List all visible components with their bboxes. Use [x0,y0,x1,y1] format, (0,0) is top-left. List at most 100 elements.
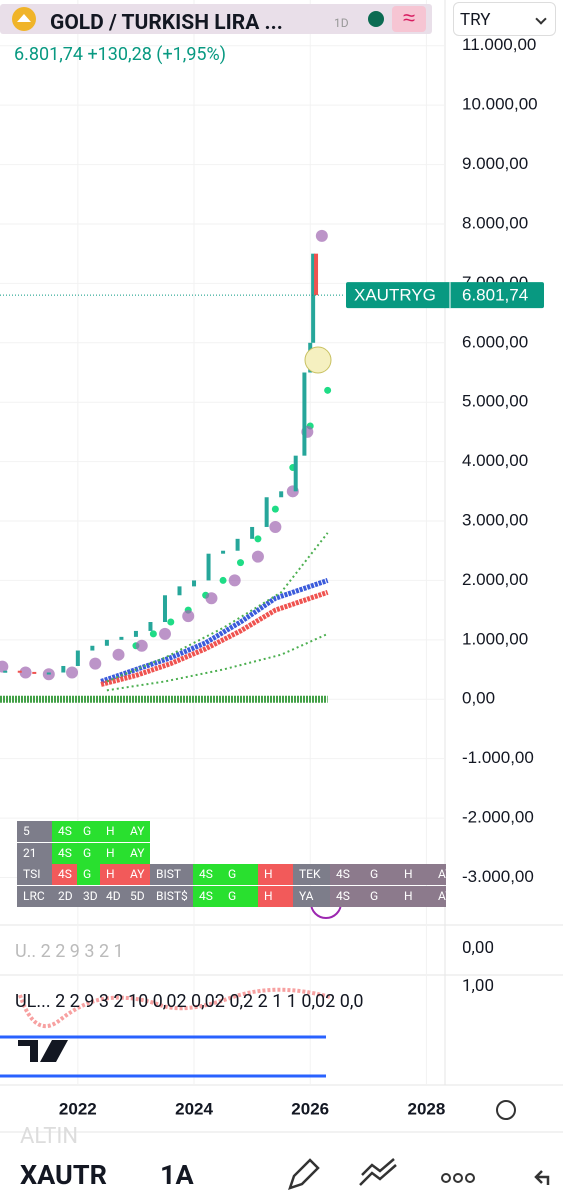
candle [46,672,51,675]
indicator-circle [269,520,282,533]
y-tick-label: 4.000,00 [462,451,528,470]
table-cell: TEK [293,864,330,885]
y-tick-label: 3.000,00 [462,511,528,530]
indicator-line [106,632,329,692]
y-tick-label: -1.000,00 [462,748,534,767]
indicator-dot [149,630,157,638]
y-tick-label: 5.000,00 [462,392,528,411]
candle [221,550,226,554]
table-cell: 4D [100,886,124,907]
y-tick-label: 1.000,00 [462,629,528,648]
indicator-circle [66,666,79,679]
table-cell: AY [124,843,150,864]
change-pct: (+1,95%) [156,44,226,65]
y-tick-label: 9.000,00 [462,154,528,173]
oscillator-trace [18,987,331,1029]
status-icons: ≈ [368,5,426,32]
y-tick-label: -2.000,00 [462,808,534,827]
currency-dropdown[interactable]: TRY [453,2,556,36]
table-cell: 4S [330,864,364,885]
table-cell: YA [293,886,330,907]
last-price: 6.801,74 [14,44,83,65]
candle [61,665,66,673]
table-cell: AY [432,886,446,907]
table-cell: 4S [330,886,364,907]
candle [119,636,124,640]
interval: 1D [334,16,349,30]
table-cell: 2D [52,886,77,907]
candle [75,650,80,666]
table-cell: 21 [17,843,52,864]
candle [314,253,319,296]
symbol-header[interactable]: GOLD / TURKISH LIRA ... 1D ≈ [0,4,432,35]
table-cell: G [222,886,258,907]
price-tag [346,282,544,309]
table-cell: G [77,843,100,864]
candle [264,497,269,527]
table-cell: G [222,864,258,885]
more-icon [453,1173,463,1183]
more-icon [441,1173,451,1183]
indicator-line [100,578,329,684]
table-cell: H [398,864,432,885]
indicator-circle [158,627,171,640]
indicator-circle [228,574,241,587]
indicator-circle [89,657,102,670]
pane-legend: U.. 2 2 9 3 2 1 [15,941,124,962]
table-cell: G [364,864,398,885]
symbol-tag: XAUTRYG [354,286,436,305]
table-cell: G [77,821,100,842]
indicator-dot [324,386,332,394]
table-cell: TSI [17,864,52,885]
table-cell: H [100,821,124,842]
indicator-circle [135,639,148,652]
table-cell: 3D [77,886,100,907]
change: +130,28 [87,44,152,65]
candle [311,253,316,343]
candle [302,372,307,456]
indicator-circle [315,229,328,242]
table-cell: BIST [150,864,193,885]
y-tick-label: 8.000,00 [462,213,528,232]
candle [279,491,284,498]
indicator-dot [219,576,227,584]
table-cell: AY [124,821,150,842]
pencil-icon [288,1158,320,1190]
y-tick-label: -3.000,00 [462,867,534,886]
candle [17,670,22,673]
table-cell: BIST$ [150,886,193,907]
indicator-dot [167,618,175,626]
indicator-circle [0,660,9,673]
candle [235,538,240,551]
table-cell: 4S [52,843,77,864]
x-tick-label: 2024 [175,1099,213,1118]
exchange: ALTIN [20,1124,79,1149]
table-cell: 5D [124,886,150,907]
x-tick-label: 2022 [59,1099,97,1118]
x-tick-label: 2026 [291,1099,329,1118]
table-cell: 5 [17,821,52,842]
indicator-circle [182,610,195,623]
candle [192,580,197,587]
table-cell: H [398,886,432,907]
pane-axis-label: 1,00 [462,976,495,996]
y-tick-label: 2.000,00 [462,570,528,589]
indicator-circle [251,550,264,563]
candle [90,645,95,651]
candle [104,639,109,646]
toolbar-interval[interactable]: 1A [160,1159,194,1191]
y-tick-label: 11.000,00 [462,35,536,54]
indicator-dot [237,559,245,567]
table-cell: AY [124,864,150,885]
toolbar-symbol[interactable]: XAUTR [20,1159,107,1191]
indicator-dot [254,535,262,543]
table-cell: H [100,864,124,885]
candle [148,622,153,631]
y-tick-label: 10.000,00 [462,95,538,114]
table-cell: 4S [193,864,222,885]
indicator-circle [112,648,125,661]
candle [177,586,182,596]
candle [250,526,255,539]
